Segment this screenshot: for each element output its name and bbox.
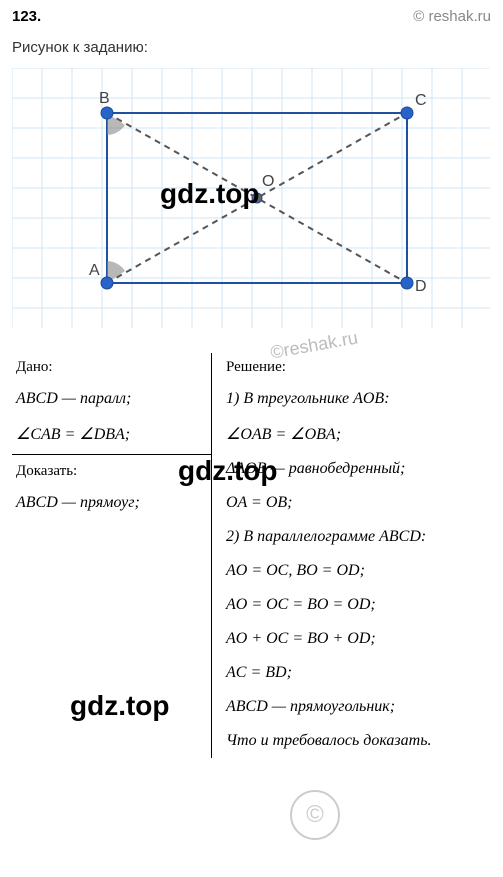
solution-line: AO = OC = BO = OD; (222, 588, 491, 622)
solution-line: ∠OAB = ∠OBA; (222, 416, 491, 452)
task-number: 123. (12, 8, 41, 25)
solution-line: OA = OB; (222, 486, 491, 520)
prove-header: Доказать: (12, 457, 211, 486)
given-line: ∠CAB = ∠DBA; (12, 416, 211, 452)
divider (12, 454, 211, 455)
solution-header: Решение: (222, 353, 491, 382)
svg-text:B: B (99, 90, 110, 107)
svg-text:A: A (89, 262, 100, 279)
solution-line: AO = OC, BO = OD; (222, 554, 491, 588)
solution-line: AC = BD; (222, 656, 491, 690)
given-header: Дано: (12, 353, 211, 382)
svg-text:D: D (415, 278, 427, 295)
solution-line: ABCD — прямоугольник; (222, 690, 491, 724)
given-line: ABCD — паралл; (12, 382, 211, 416)
figure-subtitle: Рисунок к заданию: (0, 33, 503, 68)
solution-line: 1) В треугольнике AOB: (222, 382, 491, 416)
site-credit: © reshak.ru (413, 8, 491, 25)
left-column: Дано: ABCD — паралл; ∠CAB = ∠DBA; Доказа… (12, 353, 212, 758)
copyright-circle: © (290, 790, 340, 840)
svg-text:C: C (415, 92, 427, 109)
figure-container: A B C D O (12, 68, 491, 333)
svg-text:O: O (262, 173, 274, 190)
solution-line: 2) В параллелограмме ABCD: (222, 520, 491, 554)
prove-line: ABCD — прямоуг; (12, 486, 211, 520)
solution-table: Дано: ABCD — паралл; ∠CAB = ∠DBA; Доказа… (12, 353, 491, 758)
geometry-figure: A B C D O (12, 68, 490, 328)
solution-line: ΔAOB — равнобедренный; (222, 452, 491, 486)
right-column: Решение: 1) В треугольнике AOB: ∠OAB = ∠… (212, 353, 491, 758)
solution-line: Что и требовалось доказать. (222, 724, 491, 758)
solution-line: AO + OC = BO + OD; (222, 622, 491, 656)
